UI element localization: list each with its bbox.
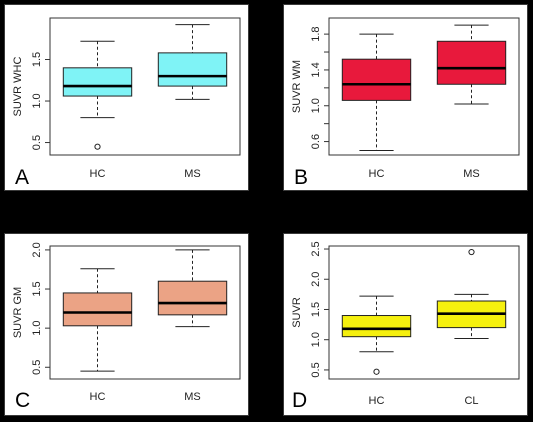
y-axis-label: SUVR WHC	[12, 57, 24, 117]
y-tick-label: 1.0	[31, 320, 43, 335]
x-tick-label: HC	[90, 168, 106, 180]
panel-d: 0.5 1.0 1.5 2.0 2.5 SUVR HC CL D	[283, 233, 528, 416]
panel-a: 0.5 1.0 1.5 SUVR WHC HC MS A	[4, 4, 249, 191]
y-tick-label: 1.5	[31, 52, 43, 67]
y-tick-label: 0.5	[31, 135, 43, 150]
y-tick-label: 0.5	[310, 362, 322, 377]
box	[62, 67, 133, 97]
boxplot-chart-c: 0.5 1.0 1.5 2.0 SUVR GM HC MS	[12, 242, 241, 403]
x-tick-label: MS	[184, 168, 201, 180]
y-tick-label: 1.0	[310, 332, 322, 347]
y-tick-label: 0.5	[31, 360, 43, 375]
panel-label: D	[292, 389, 308, 412]
x-tick-label: CL	[464, 395, 478, 407]
y-tick-label: 1.5	[310, 302, 322, 317]
boxplot-chart-b: 0.6 1.0 1.4 1.8 SUVR WM HC MS	[291, 17, 520, 180]
outlier-point	[94, 143, 101, 150]
panel-label: B	[294, 166, 309, 189]
x-tick-label: HC	[369, 395, 385, 407]
box	[62, 292, 133, 327]
boxplot-chart-a: 0.5 1.0 1.5 SUVR WHC HC MS	[12, 17, 241, 180]
y-axis-label: SUVR GM	[12, 287, 24, 338]
y-tick-label: 2.0	[31, 242, 43, 257]
y-tick-label: 2.0	[310, 272, 322, 287]
y-tick-label: 1.5	[31, 281, 43, 296]
outlier-point	[468, 248, 475, 256]
plot-frame	[328, 245, 520, 380]
outlier-point	[373, 368, 380, 375]
box	[341, 58, 412, 101]
box	[157, 52, 228, 87]
x-tick-label: HC	[369, 168, 385, 180]
y-tick-label: 0.6	[310, 134, 322, 149]
boxplot-chart-d: 0.5 1.0 1.5 2.0 2.5 SUVR HC CL	[291, 241, 520, 407]
box	[157, 280, 228, 316]
x-tick-label: HC	[90, 391, 106, 403]
y-tick-label: 1.4	[310, 62, 322, 77]
plot-frame	[49, 17, 241, 156]
panel-c: 0.5 1.0 1.5 2.0 SUVR GM HC MS C	[4, 233, 249, 416]
y-axis-label: SUVR WM	[291, 60, 303, 113]
x-tick-label: MS	[463, 168, 480, 180]
panel-label: A	[15, 166, 30, 189]
y-tick-label: 1.0	[31, 93, 43, 108]
box	[341, 315, 412, 338]
y-tick-label: 1.8	[310, 26, 322, 41]
plot-frame	[49, 245, 241, 380]
y-tick-label: 2.5	[310, 241, 322, 256]
panel-b: 0.6 1.0 1.4 1.8 SUVR WM HC MS B	[283, 4, 528, 191]
x-tick-label: MS	[184, 391, 201, 403]
panel-label: C	[15, 389, 31, 412]
y-axis-label: SUVR	[291, 297, 303, 328]
box	[436, 40, 507, 85]
y-tick-label: 1.0	[310, 98, 322, 113]
plot-frame	[328, 17, 520, 156]
